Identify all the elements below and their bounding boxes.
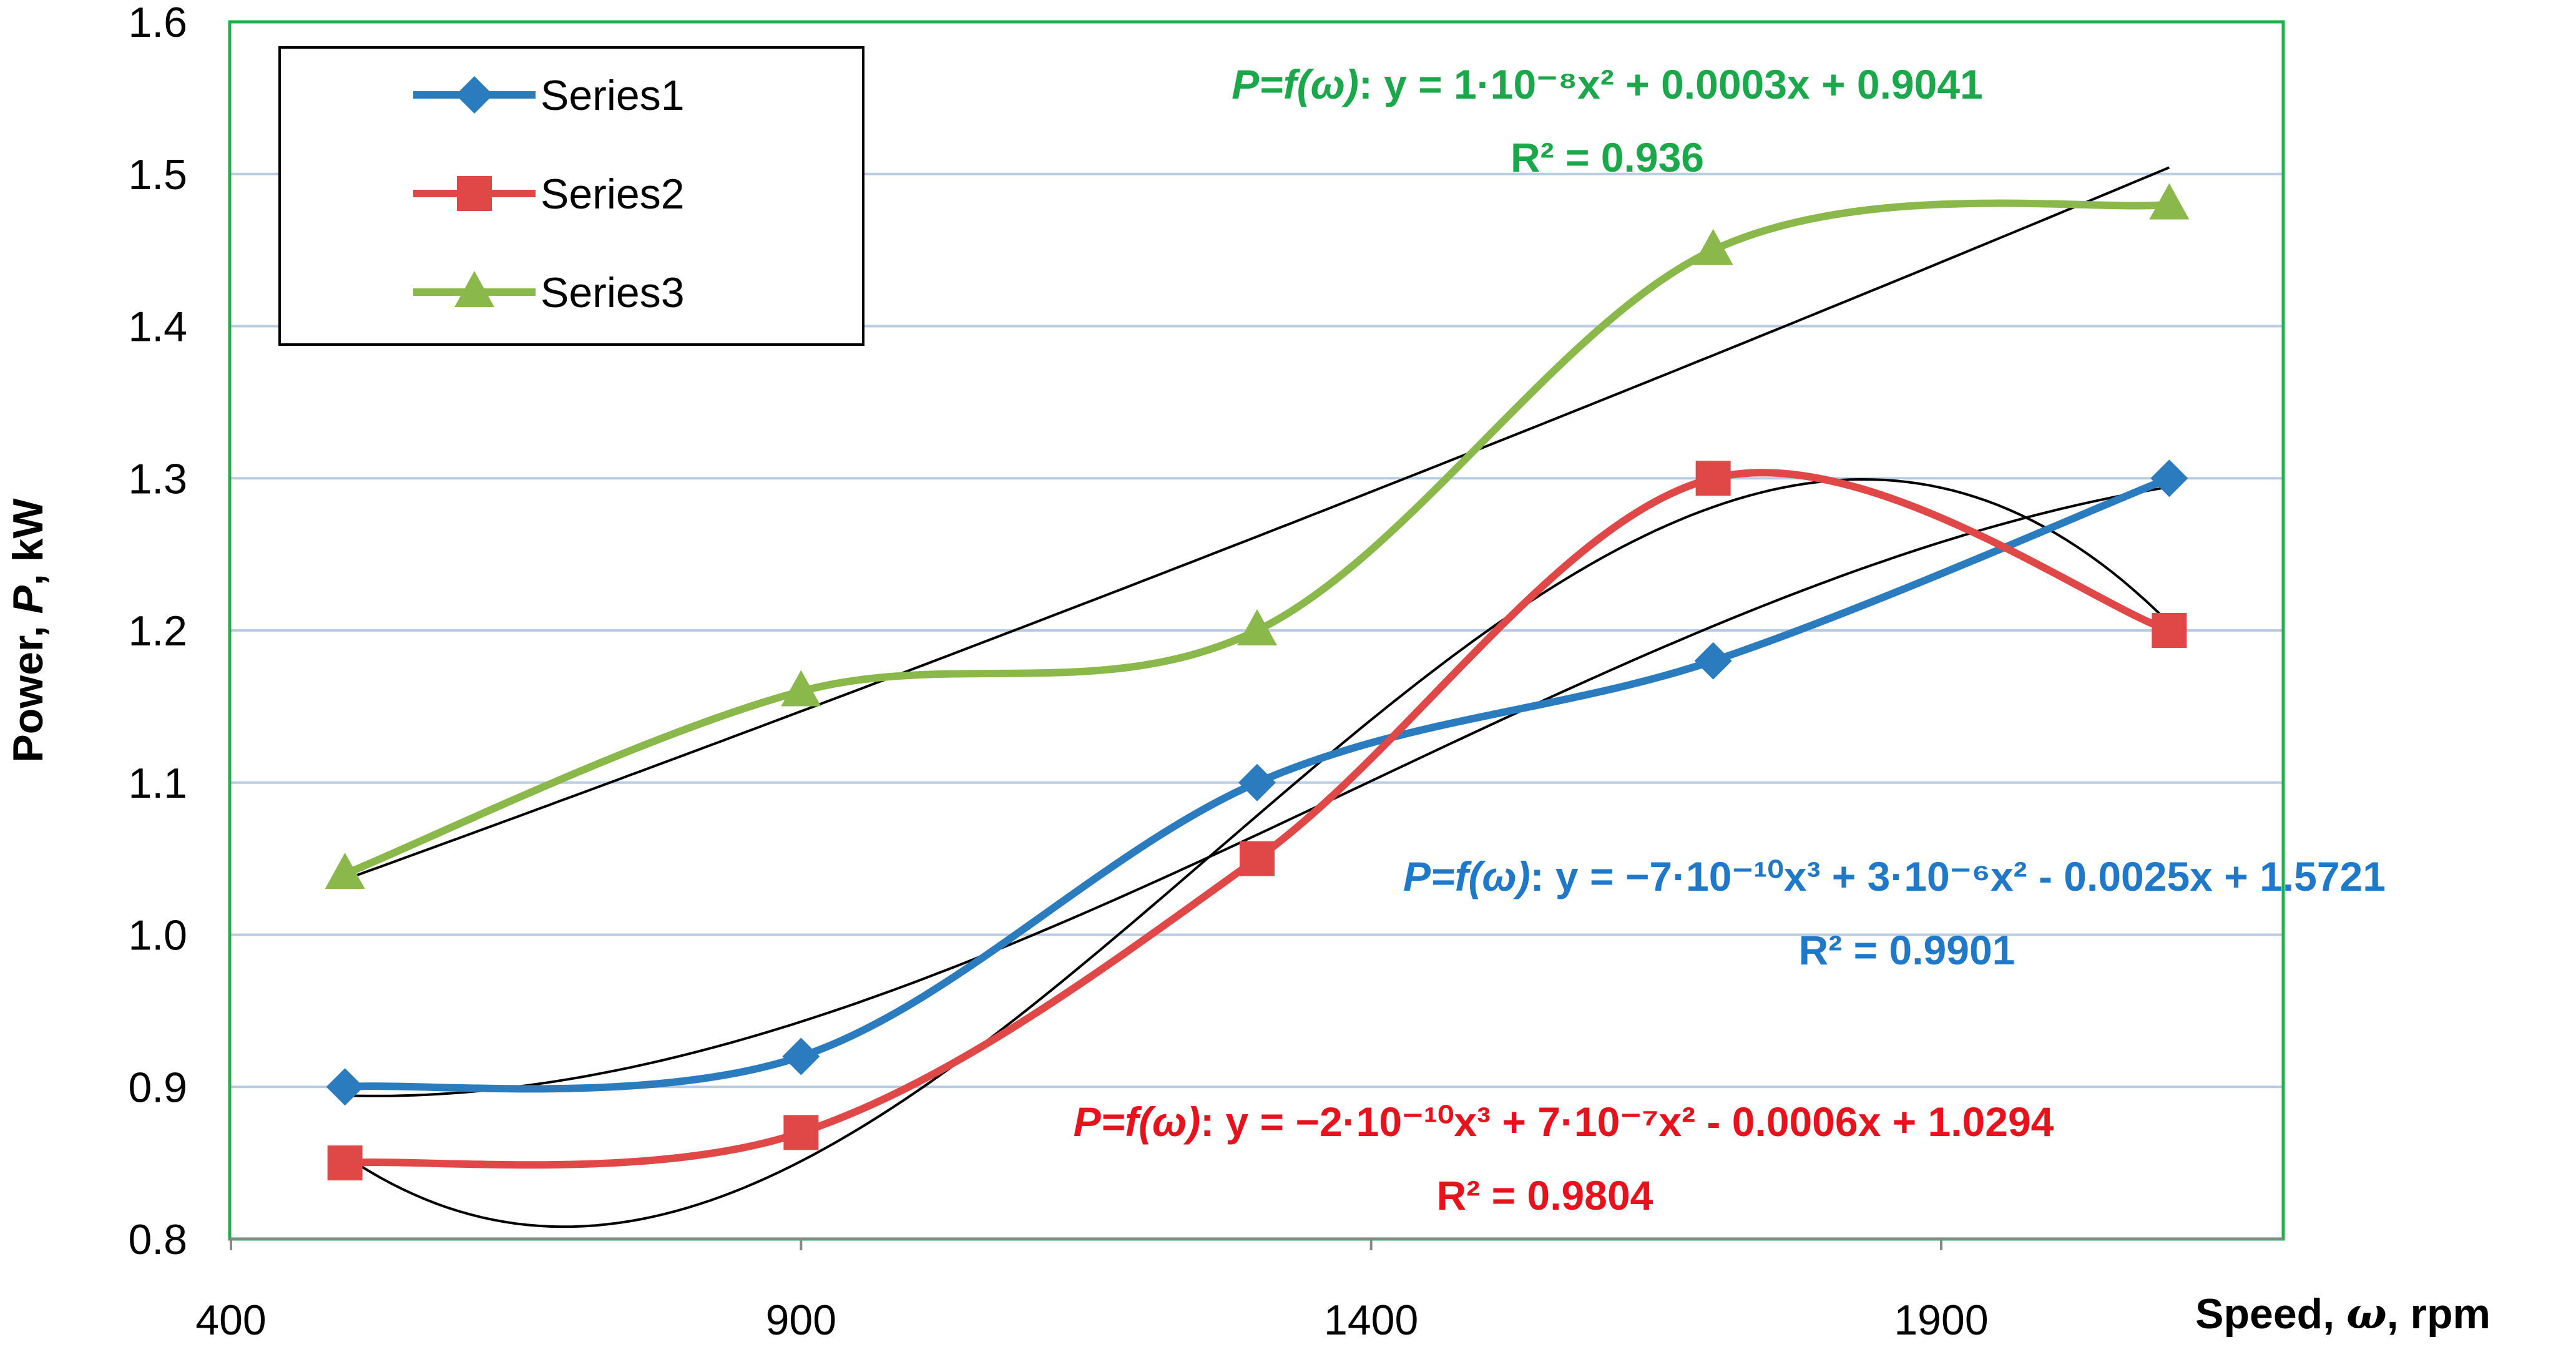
y-tick-label: 0.9 [128, 1064, 187, 1111]
series3-point [1237, 609, 1277, 645]
series3-point [781, 670, 821, 707]
series2-point [2152, 613, 2187, 648]
legend-marker-series3 [454, 271, 494, 307]
series1-point [1238, 763, 1276, 801]
y-tick-label: 1.1 [128, 760, 187, 807]
series2-point [1695, 461, 1731, 496]
y-tick-label: 1.0 [128, 912, 187, 959]
legend-marker-series1 [456, 76, 493, 114]
series2-point [783, 1115, 819, 1150]
series1-point [326, 1068, 364, 1106]
legend-label-series3: Series3 [541, 269, 685, 316]
equation-series3: P=f(ω): y = 1·10⁻⁸x² + 0.0003x + 0.9041 … [1232, 61, 1983, 180]
x-axis-title: Speed, ω, rpm [2195, 1289, 2490, 1339]
equation-series3-formula: P=f(ω): y = 1·10⁻⁸x² + 0.0003x + 0.9041 [1232, 61, 1983, 107]
series3-point [2149, 183, 2190, 220]
series3-point [325, 853, 365, 889]
equation-series1-r2: R² = 0.9901 [1799, 927, 2015, 973]
y-tick-label: 0.8 [128, 1216, 187, 1263]
trendline-series2 [344, 478, 2170, 1228]
y-axis-title: Power, P, kW [4, 498, 52, 763]
legend-marker-series2 [457, 176, 492, 211]
y-tick-label: 1.6 [128, 0, 187, 46]
equation-series2-formula: P=f(ω): y = −2·10⁻¹⁰x³ + 7·10⁻⁷x² - 0.00… [1074, 1099, 2054, 1145]
trendline-series1 [345, 486, 2170, 1097]
series1-point [782, 1037, 820, 1075]
series1-point [1694, 642, 1732, 680]
trendline-series3 [345, 166, 2170, 881]
equation-series2-r2: R² = 0.9804 [1437, 1172, 1653, 1218]
x-tick-label: 400 [195, 1296, 266, 1344]
trendlines [344, 166, 2170, 1228]
x-tick-label: 900 [766, 1296, 836, 1344]
axes [230, 1238, 2283, 1250]
y-tick-label: 1.2 [128, 607, 187, 655]
equation-series2: P=f(ω): y = −2·10⁻¹⁰x³ + 7·10⁻⁷x² - 0.00… [1074, 1099, 2054, 1218]
series3-point [1693, 228, 1733, 265]
x-tick-label: 1400 [1324, 1296, 1418, 1344]
data-series [325, 183, 2190, 1181]
tick-labels: 0.8 0.9 1.0 1.1 1.2 1.3 1.4 1.5 1.6 400 900 1400 190… [128, 0, 1988, 1344]
x-tick-label: 1900 [1894, 1296, 1988, 1344]
y-tick-label: 1.5 [128, 151, 187, 198]
y-tick-label: 1.3 [128, 455, 187, 502]
legend-box [278, 46, 864, 346]
equation-series1: P=f(ω): y = −7·10⁻¹⁰x³ + 3·10⁻⁶x² - 0.00… [1403, 853, 2386, 973]
series2-point [1240, 841, 1275, 876]
y-tick-label: 1.4 [128, 303, 187, 351]
series1-point [2150, 459, 2188, 497]
equation-series1-formula: P=f(ω): y = −7·10⁻¹⁰x³ + 3·10⁻⁶x² - 0.00… [1403, 853, 2386, 899]
legend-label-series2: Series2 [541, 170, 685, 218]
equation-series3-r2: R² = 0.936 [1511, 134, 1704, 180]
legend-label-series1: Series1 [541, 72, 685, 119]
series2-point [327, 1145, 363, 1181]
legend: Series1 Series2 Series3 [278, 46, 864, 346]
